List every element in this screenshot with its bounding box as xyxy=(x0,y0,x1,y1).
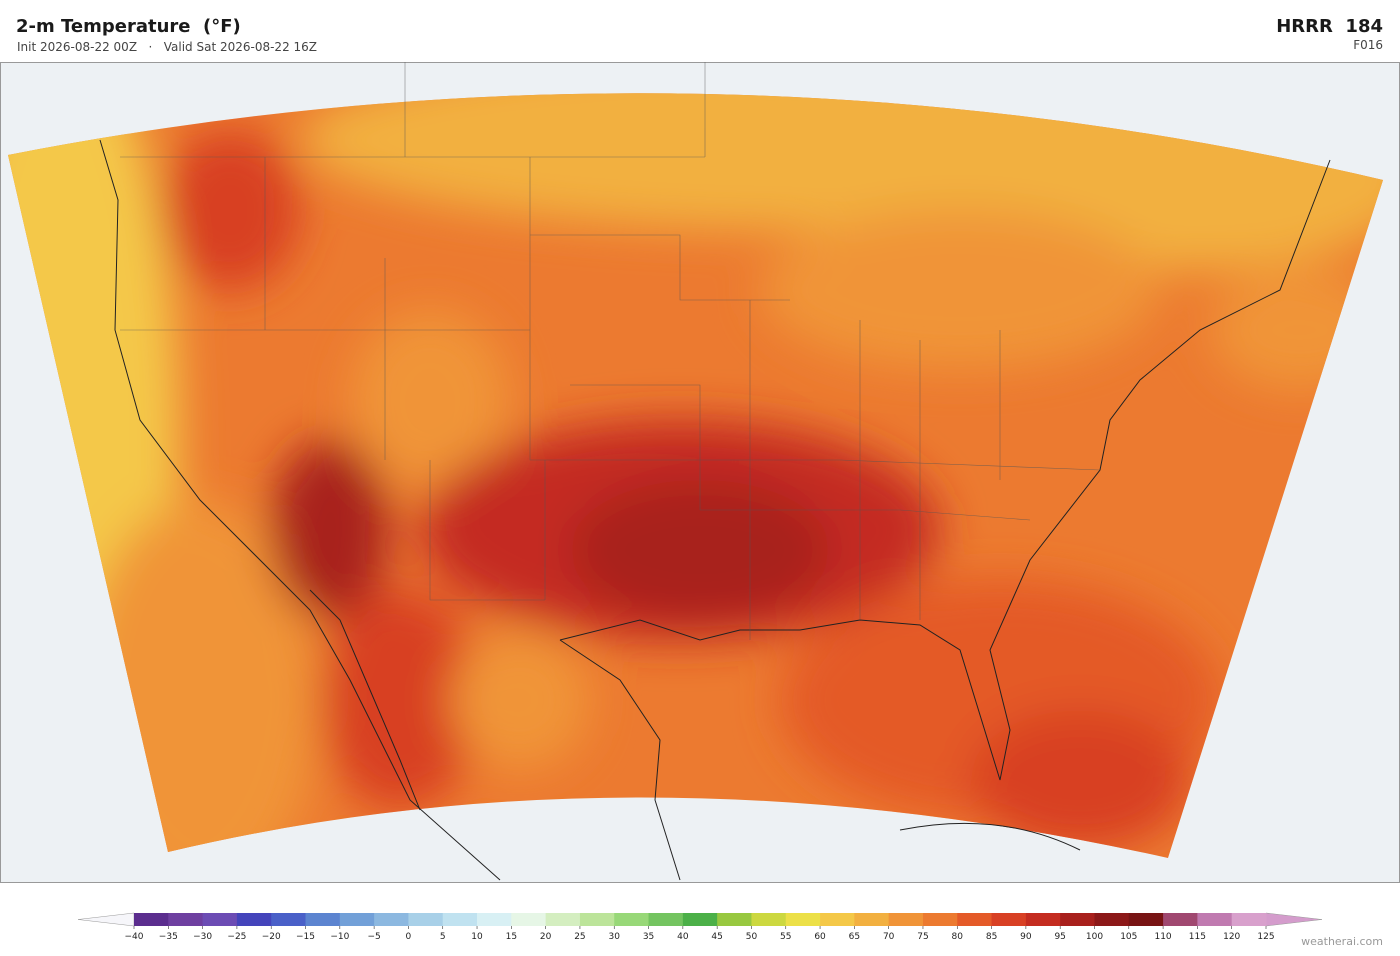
colorbar-extend-low xyxy=(77,912,135,927)
colorbar-tick-label: 60 xyxy=(814,932,826,942)
state-borders xyxy=(120,62,1101,640)
colorbar-bin xyxy=(717,913,752,926)
colorbar-tick-label: −25 xyxy=(227,932,246,942)
colorbar-bin xyxy=(236,913,272,926)
colorbar-tick-label: −20 xyxy=(262,932,281,942)
colorbar-tick-label: 115 xyxy=(1189,932,1206,942)
colorbar-tick-label: 100 xyxy=(1086,932,1103,942)
colorbar-tick-label: 35 xyxy=(643,932,654,942)
colorbar-bin xyxy=(1231,913,1267,926)
colorbar-bin xyxy=(305,913,341,926)
colorbar-bin xyxy=(854,913,890,926)
colorbar-bin xyxy=(1094,913,1130,926)
colorbar-bin xyxy=(271,913,307,926)
colorbar-tick-label: 125 xyxy=(1257,932,1274,942)
colorbar-tick-label: 80 xyxy=(952,932,964,942)
colorbar-tick-label: −5 xyxy=(367,932,380,942)
colorbar-bin xyxy=(614,913,650,926)
colorbar-bin xyxy=(442,913,478,926)
colorbar-tick-label: 70 xyxy=(883,932,895,942)
colorbar-bin xyxy=(682,913,718,926)
colorbar-tick-label: 20 xyxy=(540,932,552,942)
colorbar-tick-label: 30 xyxy=(609,932,621,942)
coastlines xyxy=(99,139,1331,881)
title: 2-m Temperature (°F) xyxy=(16,16,241,37)
colorbar-bin xyxy=(545,913,581,926)
colorbar-tick-label: 55 xyxy=(780,932,791,942)
colorbar-tick-label: 110 xyxy=(1154,932,1171,942)
colorbar-tick-label: −30 xyxy=(193,932,212,942)
colorbar-tick-label: 85 xyxy=(986,932,997,942)
colorbar-bin xyxy=(1025,913,1061,926)
colorbar-bin xyxy=(1128,913,1164,926)
colorbar-bin xyxy=(1197,913,1233,926)
colorbar-tick-label: 5 xyxy=(440,932,446,942)
colorbar-tick-label: −35 xyxy=(159,932,178,942)
colorbar-tick-label: −15 xyxy=(296,932,315,942)
colorbar-bin xyxy=(751,913,787,926)
colorbar-bin xyxy=(648,913,684,926)
colorbar-tick-label: 120 xyxy=(1223,932,1240,942)
colorbar-tick-label: 90 xyxy=(1020,932,1032,942)
colorbar-bin xyxy=(1060,913,1095,926)
colorbar-bin xyxy=(374,913,409,926)
colorbar-bin xyxy=(511,913,547,926)
colorbar-bin xyxy=(820,913,855,926)
colorbar-tick-label: 40 xyxy=(677,932,689,942)
colorbar-tick-label: 65 xyxy=(849,932,860,942)
colorbar-bin xyxy=(785,913,821,926)
colorbar-tick-label: −40 xyxy=(125,932,144,942)
colorbar-tick-label: 10 xyxy=(471,932,483,942)
colorbar-bin xyxy=(202,913,238,926)
subtitle: Init 2026-08-22 00Z · Valid Sat 2026-08-… xyxy=(17,40,318,54)
colorbar-tick-label: 95 xyxy=(1054,932,1065,942)
colorbar-extend-high xyxy=(1265,912,1323,927)
colorbar-bin xyxy=(134,913,169,926)
forecast-hour: F016 xyxy=(1353,38,1383,52)
colorbar-bin xyxy=(168,913,204,926)
colorbar-tick-label: −10 xyxy=(330,932,349,942)
model: HRRR 184 xyxy=(1276,16,1383,37)
colorbar-bin xyxy=(922,913,958,926)
colorbar-bin xyxy=(1163,913,1198,926)
colorbar-tick-label: 0 xyxy=(406,932,412,942)
colorbar-bin xyxy=(957,913,993,926)
colorbar-tick-label: 45 xyxy=(711,932,722,942)
colorbar-bin xyxy=(339,913,375,926)
colorbar-bin xyxy=(408,913,444,926)
colorbar-tick-label: 15 xyxy=(506,932,517,942)
colorbar-tick-label: 75 xyxy=(917,932,928,942)
colorbar-bin xyxy=(888,913,924,926)
colorbar-bin xyxy=(579,913,615,926)
colorbar-bin xyxy=(477,913,512,926)
colorbar-tick-label: 50 xyxy=(746,932,758,942)
colorbar-tick-label: 25 xyxy=(574,932,585,942)
credit: weatherai.com xyxy=(1301,935,1383,948)
colorbar-tick-label: 105 xyxy=(1120,932,1137,942)
colorbar-bin xyxy=(991,913,1027,926)
